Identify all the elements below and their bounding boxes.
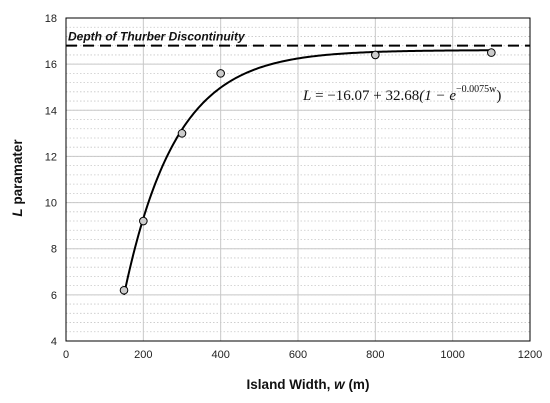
eq-b: 32.68 <box>386 88 420 104</box>
x-tick-labels: 0 200 400 600 800 1000 1200 <box>63 349 542 361</box>
plot-frame <box>65 17 531 342</box>
data-point <box>119 285 129 295</box>
eq-plus: + <box>370 88 386 104</box>
x-tick-label: 0 <box>63 349 69 361</box>
data-point <box>216 69 225 78</box>
x-tick-label: 800 <box>366 349 384 361</box>
y-axis-title-suffix: paramater <box>10 139 25 209</box>
x-tick-label: 1000 <box>440 349 464 361</box>
fit-curve <box>123 49 492 296</box>
data-point <box>177 129 187 138</box>
x-tick-label: 400 <box>211 349 229 361</box>
fit-equation: L = −16.07 + 32.68(1 − e−0.0075w) <box>302 84 501 104</box>
grid-lines <box>65 17 531 342</box>
y-tick-label: 14 <box>45 105 57 117</box>
y-tick-label: 12 <box>45 151 57 163</box>
x-axis-title-var: w <box>334 377 346 392</box>
y-tick-labels: 4 6 8 10 12 14 16 18 <box>45 13 57 348</box>
x-tick-label: 600 <box>289 349 307 361</box>
data-point <box>371 50 380 60</box>
data-points <box>119 48 496 295</box>
eq-a: −16.07 <box>327 88 370 104</box>
data-point <box>139 216 148 226</box>
eq-close: ) <box>496 88 501 104</box>
y-axis-title-var: L <box>10 208 25 216</box>
eq-exponent: −0.0075w <box>456 84 497 95</box>
eq-equals: = <box>311 88 327 104</box>
x-axis-title: Island Width, w (m) <box>247 377 370 392</box>
x-tick-label: 200 <box>134 349 152 361</box>
y-tick-label: 8 <box>51 244 57 256</box>
x-axis-title-prefix: Island Width, <box>247 377 335 392</box>
y-tick-label: 18 <box>45 13 57 25</box>
y-tick-label: 6 <box>51 290 57 302</box>
reference-line-label: Depth of Thurber Discontinuity <box>68 30 246 44</box>
y-tick-label: 16 <box>45 59 57 71</box>
y-tick-label: 4 <box>51 336 57 348</box>
x-tick-label: 1200 <box>518 349 542 361</box>
y-axis-title: L paramater <box>10 139 25 217</box>
eq-lhs: L <box>302 88 311 104</box>
eq-open: (1 − e <box>419 88 456 104</box>
y-tick-label: 10 <box>45 198 57 210</box>
x-axis-title-suffix: (m) <box>345 377 370 392</box>
reference-line-group: Depth of Thurber Discontinuity <box>66 30 530 47</box>
data-point <box>487 48 496 57</box>
